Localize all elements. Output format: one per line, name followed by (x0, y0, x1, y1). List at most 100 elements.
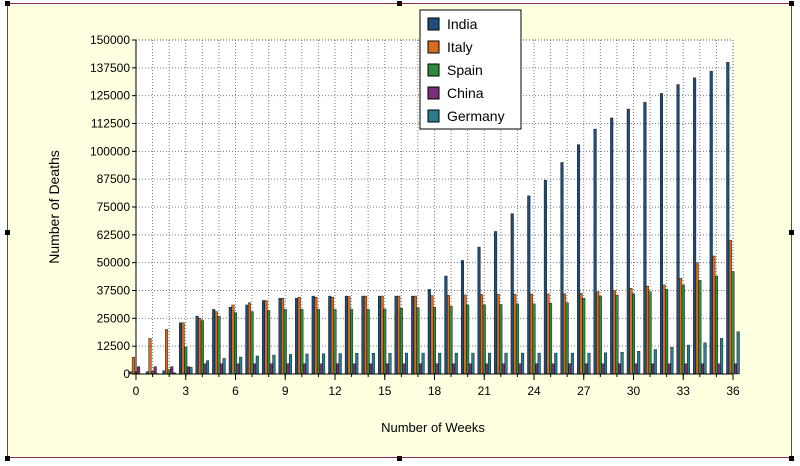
bar-india-week-10 (295, 298, 299, 375)
resize-handle-top-center[interactable] (397, 1, 402, 6)
bar-china-week-25 (551, 363, 555, 375)
bar-italy-week-5 (214, 311, 218, 375)
bar-china-week-11 (319, 363, 323, 375)
bar-india-week-21 (477, 246, 481, 375)
bar-india-week-4 (195, 315, 199, 375)
bar-germany-week-5 (222, 358, 226, 375)
bar-germany-week-27 (587, 352, 591, 375)
bar-india-week-15 (378, 295, 382, 375)
legend-label: Germany (447, 108, 505, 124)
bar-spain-week-7 (250, 311, 254, 375)
bar-italy-week-1 (148, 338, 152, 375)
x-tick-label: 36 (726, 384, 740, 398)
x-tick-label: 30 (627, 384, 641, 398)
bar-germany-week-34 (703, 342, 707, 375)
bar-china-week-19 (452, 363, 456, 375)
bar-germany-week-9 (288, 354, 292, 375)
legend-label: Italy (447, 39, 473, 55)
resize-handle-bottom-right[interactable] (789, 456, 794, 461)
bar-china-week-1 (153, 366, 157, 375)
bar-italy-week-30 (629, 288, 633, 375)
bar-spain-week-22 (499, 304, 503, 375)
bar-germany-week-4 (206, 360, 210, 375)
legend-label: India (447, 16, 478, 32)
bar-germany-week-22 (504, 352, 508, 375)
bar-india-week-36 (726, 62, 730, 375)
bar-spain-week-20 (466, 304, 470, 375)
bar-italy-week-2 (165, 329, 169, 375)
x-tick-label: 21 (478, 384, 492, 398)
bar-germany-week-29 (620, 351, 624, 375)
x-axis-ticks: 0 3 6 9 12 15 18 21 24 27 30 33 36 (133, 374, 740, 398)
x-tick-label: 12 (328, 384, 342, 398)
bar-italy-week-25 (546, 293, 550, 375)
bar-germany-week-25 (554, 352, 558, 375)
bar-italy-week-32 (662, 284, 666, 375)
bar-china-week-33 (684, 363, 688, 375)
y-tick-label: 50000 (97, 256, 131, 270)
bar-india-week-2 (162, 370, 166, 375)
bar-spain-week-33 (681, 284, 685, 375)
bar-germany-week-3 (189, 367, 193, 375)
bar-italy-week-22 (496, 294, 500, 375)
bar-italy-week-8 (264, 300, 268, 375)
bar-india-week-16 (394, 295, 398, 375)
resize-handle-top-left[interactable] (5, 1, 10, 6)
bar-india-week-5 (212, 309, 216, 375)
legend-item-china: China (427, 85, 484, 101)
bar-spain-week-5 (217, 315, 221, 375)
bar-india-week-23 (510, 213, 514, 375)
legend-swatch (427, 40, 440, 54)
resize-handle-top-right[interactable] (789, 1, 794, 6)
bar-italy-week-20 (463, 294, 467, 375)
bar-india-week-13 (344, 295, 348, 375)
bar-india-week-20 (460, 260, 464, 375)
bar-spain-week-19 (449, 305, 453, 375)
bar-india-week-28 (593, 128, 597, 375)
bar-spain-week-28 (598, 295, 602, 375)
bar-china-week-7 (253, 363, 257, 375)
bar-spain-week-4 (200, 320, 204, 375)
bar-india-week-19 (444, 275, 448, 375)
bar-spain-week-13 (350, 309, 354, 375)
y-tick-label: 75000 (97, 200, 131, 214)
bar-india-week-8 (261, 300, 265, 375)
y-tick-label: 137500 (90, 61, 130, 75)
x-tick-label: 3 (182, 384, 189, 398)
bar-india-week-35 (709, 70, 713, 375)
bar-italy-week-10 (297, 296, 301, 375)
bar-germany-week-18 (438, 352, 442, 375)
bar-italy-week-9 (281, 298, 285, 375)
bar-china-week-20 (468, 363, 472, 375)
bar-india-week-17 (411, 295, 415, 375)
bar-italy-week-27 (579, 293, 583, 375)
bar-china-week-10 (302, 363, 306, 375)
bar-spain-week-32 (665, 289, 669, 375)
resize-handle-bottom-center[interactable] (397, 456, 402, 461)
legend-item-india: India (427, 16, 478, 32)
bar-italy-week-33 (679, 278, 683, 375)
bar-germany-week-15 (388, 353, 392, 375)
x-tick-label: 6 (232, 384, 239, 398)
bar-china-week-35 (717, 363, 721, 375)
bar-china-week-34 (700, 363, 704, 375)
bar-italy-week-12 (330, 296, 334, 375)
y-tick-label: 87500 (97, 172, 131, 186)
bar-india-week-34 (693, 77, 697, 375)
bar-india-week-22 (494, 231, 498, 375)
resize-handle-middle-right[interactable] (789, 230, 794, 235)
bar-germany-week-33 (686, 344, 690, 375)
bar-germany-week-12 (338, 353, 342, 375)
y-axis-title: Number of Deaths (46, 150, 62, 264)
legend-item-germany: Germany (427, 108, 505, 124)
bar-spain-week-10 (300, 309, 304, 375)
y-tick-label: 125000 (90, 89, 130, 103)
resize-handle-bottom-left[interactable] (5, 456, 10, 461)
x-tick-label: 0 (133, 384, 140, 398)
resize-handle-middle-left[interactable] (5, 230, 10, 235)
bar-italy-week-24 (529, 293, 533, 375)
bar-germany-week-31 (653, 349, 657, 375)
bar-spain-week-16 (399, 308, 403, 375)
bar-italy-week-16 (397, 295, 401, 375)
bar-spain-week-3 (184, 347, 188, 375)
